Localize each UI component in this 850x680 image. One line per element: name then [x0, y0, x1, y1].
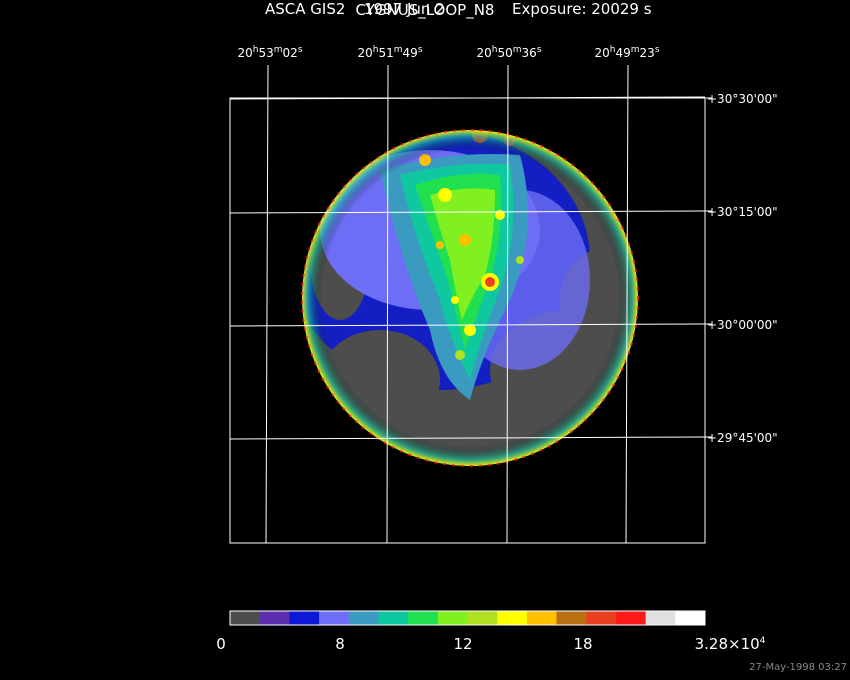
colorbar-swatch	[408, 611, 439, 625]
instrument-label: ASCA GIS2	[265, 0, 346, 18]
colorbar-swatch	[556, 611, 587, 625]
coordinate-grid	[229, 64, 712, 544]
colorbar-swatch	[259, 611, 290, 625]
colorbar-swatch	[437, 611, 468, 625]
ra-label: 20h51m49s	[357, 45, 423, 60]
dec-label: +29°45'00"	[707, 431, 778, 445]
colorbar-frame	[229, 610, 706, 626]
colorbar-swatch	[319, 611, 350, 625]
dec-label: +30°00'00"	[707, 318, 778, 332]
colorbar-label: 12	[453, 635, 473, 653]
colorbar-label: 0	[216, 635, 226, 653]
colorbar-label: 8	[335, 635, 345, 653]
observation-date: 1997 Jun 2	[364, 0, 445, 18]
colorbar-swatch	[586, 611, 617, 625]
detector-field	[302, 130, 638, 466]
colorbar-swatch	[645, 611, 676, 625]
colorbar-label: 18	[573, 635, 593, 653]
colorbar-swatch	[348, 611, 379, 625]
colorbar-max-label: 3.28×104	[694, 635, 766, 653]
exposure-label: Exposure: 20029 s	[512, 0, 652, 18]
colorbar-swatch	[526, 611, 558, 625]
colorbar-swatch	[675, 611, 706, 625]
timestamp: 27-May-1998 03:27	[749, 662, 847, 673]
dec-label: +30°30'00"	[707, 92, 778, 106]
dec-label: +30°15'00"	[707, 205, 778, 219]
ra-label: 20h50m36s	[476, 45, 542, 60]
colorbar-swatch	[467, 611, 498, 625]
colorbar-swatch	[497, 611, 528, 625]
colorbar-swatch	[378, 611, 409, 625]
colorbar-swatch	[230, 611, 261, 625]
image-title: CYGNUS_LOOP_N8	[355, 1, 495, 19]
colorbar	[230, 611, 706, 625]
ra-label: 20h53m02s	[237, 45, 303, 60]
colorbar-swatch	[615, 611, 647, 625]
colorbar-swatch	[289, 611, 320, 625]
ra-label: 20h49m23s	[594, 45, 660, 60]
